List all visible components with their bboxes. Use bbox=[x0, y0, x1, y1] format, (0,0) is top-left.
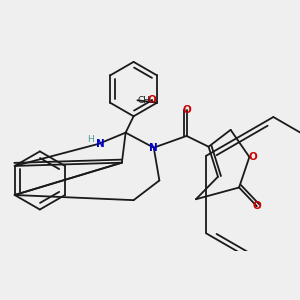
Text: H: H bbox=[88, 135, 94, 144]
Text: O: O bbox=[182, 105, 191, 115]
Text: CH₃: CH₃ bbox=[137, 96, 154, 105]
Text: O: O bbox=[253, 201, 261, 211]
Text: N: N bbox=[96, 139, 105, 149]
Text: O: O bbox=[147, 95, 156, 105]
Text: O: O bbox=[249, 152, 257, 162]
Text: N: N bbox=[149, 143, 158, 153]
